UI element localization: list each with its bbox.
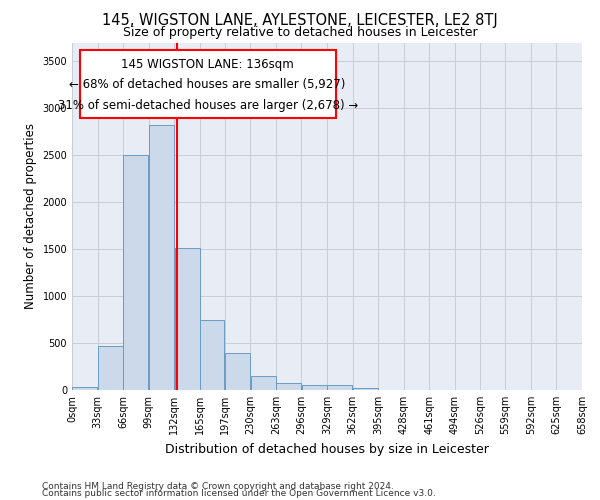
Bar	[276, 383, 301, 390]
Bar	[72, 388, 97, 390]
Bar	[175, 248, 200, 390]
Bar	[200, 320, 224, 390]
X-axis label: Distribution of detached houses by size in Leicester: Distribution of detached houses by size …	[165, 442, 489, 456]
Y-axis label: Number of detached properties: Number of detached properties	[24, 123, 37, 309]
Bar	[98, 346, 123, 390]
Bar	[327, 385, 352, 390]
Text: Contains public sector information licensed under the Open Government Licence v3: Contains public sector information licen…	[42, 489, 436, 498]
Bar	[124, 155, 148, 390]
Text: 31% of semi-detached houses are larger (2,678) →: 31% of semi-detached houses are larger (…	[58, 99, 358, 112]
FancyBboxPatch shape	[80, 50, 335, 117]
Bar	[251, 376, 275, 390]
Text: Size of property relative to detached houses in Leicester: Size of property relative to detached ho…	[122, 26, 478, 39]
Bar	[302, 385, 327, 390]
Bar	[149, 125, 174, 390]
Bar	[225, 354, 250, 390]
Text: 145 WIGSTON LANE: 136sqm: 145 WIGSTON LANE: 136sqm	[121, 58, 294, 70]
Text: ← 68% of detached houses are smaller (5,927): ← 68% of detached houses are smaller (5,…	[70, 78, 346, 91]
Text: 145, WIGSTON LANE, AYLESTONE, LEICESTER, LE2 8TJ: 145, WIGSTON LANE, AYLESTONE, LEICESTER,…	[102, 12, 498, 28]
Bar	[353, 388, 378, 390]
Text: Contains HM Land Registry data © Crown copyright and database right 2024.: Contains HM Land Registry data © Crown c…	[42, 482, 394, 491]
